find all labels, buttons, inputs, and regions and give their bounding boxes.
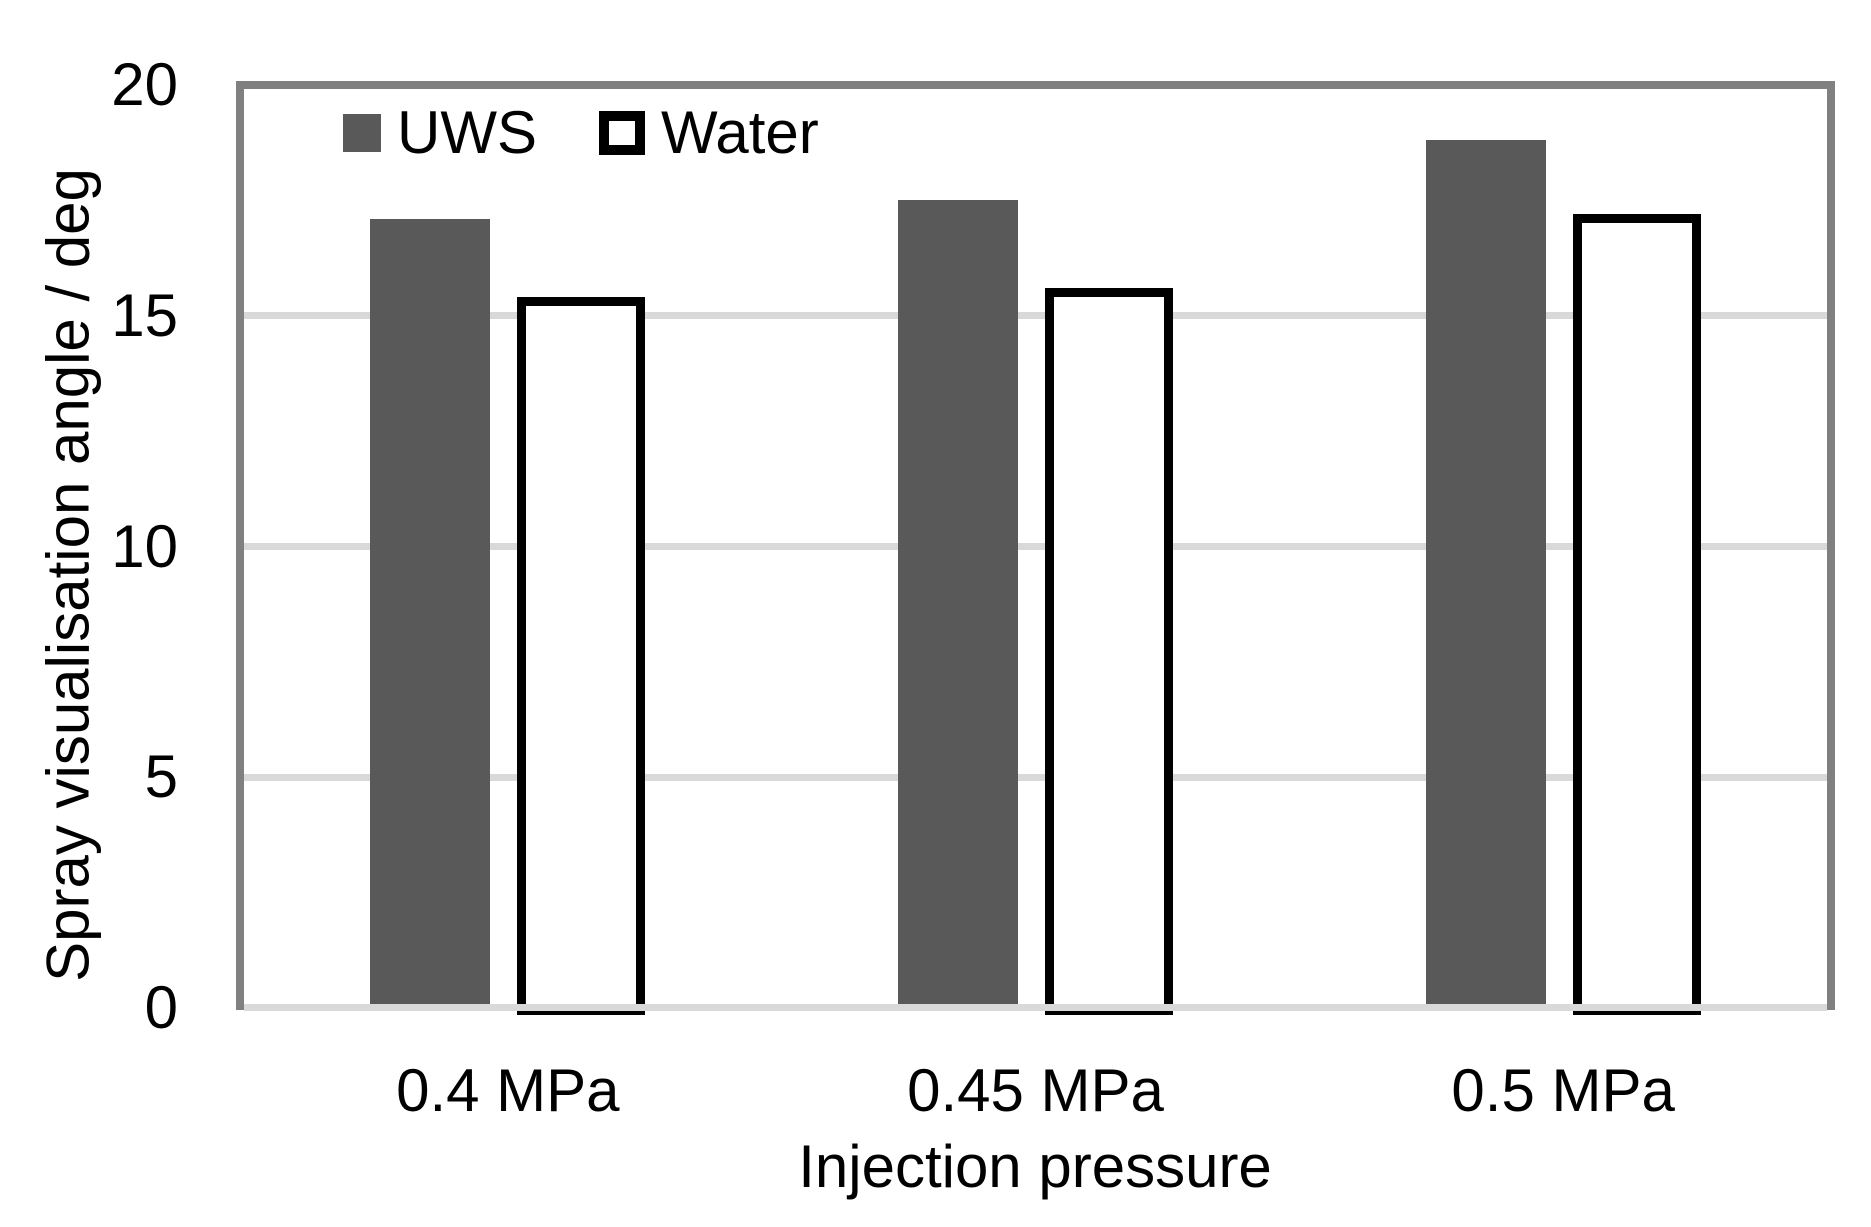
y-tick-label: 10	[111, 512, 178, 580]
legend-label-uws: UWS	[397, 99, 537, 166]
gridline	[244, 543, 1827, 550]
legend-label-water: Water	[660, 99, 819, 166]
legend: UWS Water	[343, 100, 819, 166]
y-tick-label: 5	[144, 743, 178, 811]
bar-water-0.5-mpa	[1572, 214, 1701, 1015]
y-tick-label: 0	[144, 974, 178, 1041]
x-tick-label: 0.5 MPa	[1451, 1057, 1675, 1124]
bar-uws-0.5-mpa	[1425, 140, 1546, 1008]
gridline	[244, 312, 1827, 320]
bar-uws-0.4-mpa	[370, 218, 491, 1008]
legend-item-water: Water	[598, 99, 819, 166]
x-tick-label: 0.4 MPa	[396, 1057, 620, 1124]
bar-water-0.4-mpa	[517, 297, 646, 1015]
y-tick-label: 20	[111, 51, 178, 118]
bar-water-0.45-mpa	[1045, 288, 1173, 1015]
y-tick-label: 15	[111, 281, 178, 349]
bar-uws-0.45-mpa	[898, 200, 1018, 1008]
x-axis-baseline	[244, 1004, 1827, 1011]
water-legend-swatch-icon	[598, 111, 645, 155]
x-tick-label: 0.45 MPa	[907, 1057, 1164, 1124]
x-axis-title: Injection pressure	[798, 1133, 1272, 1200]
gridline	[244, 773, 1827, 781]
uws-legend-swatch-icon	[343, 114, 381, 152]
legend-item-uws: UWS	[343, 100, 537, 166]
